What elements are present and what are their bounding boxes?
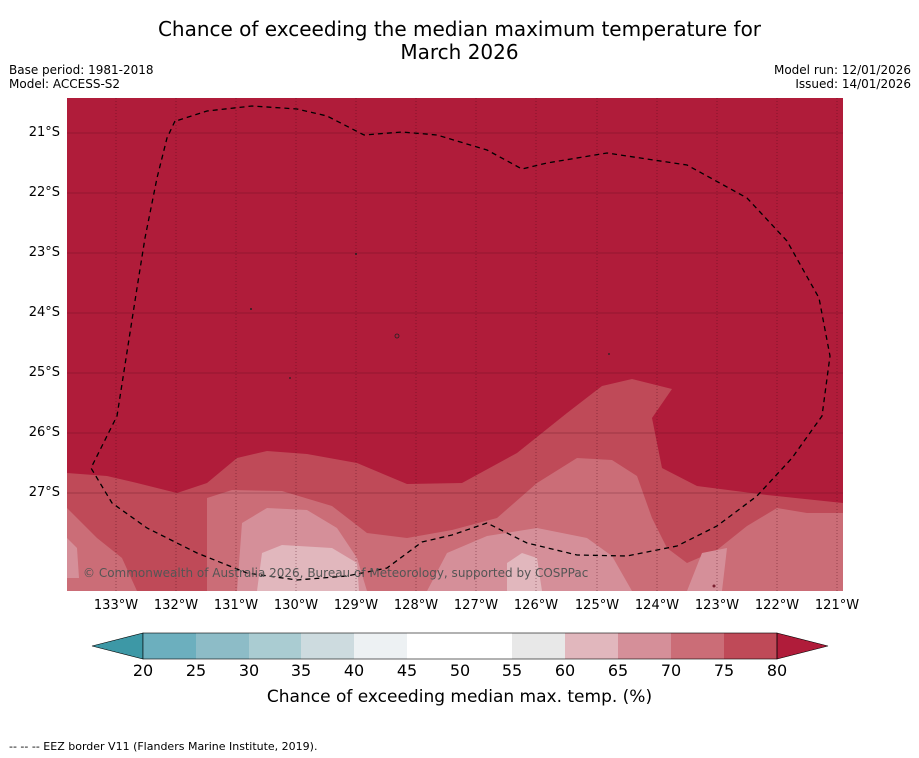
eez-footnote: -- -- -- EEZ border V11 (Flanders Marine… bbox=[9, 740, 318, 753]
lon-label-123W: 123°W bbox=[694, 598, 740, 613]
base-period: Base period: 1981-2018 bbox=[9, 63, 154, 77]
lon-label-126W: 126°W bbox=[513, 598, 559, 613]
title-line-1: Chance of exceeding the median maximum t… bbox=[157, 17, 762, 41]
colorbar-bin-55-60 bbox=[512, 633, 565, 659]
island-3 bbox=[394, 333, 400, 339]
run-info: Model run: 12/01/2026 Issued: 14/01/2026 bbox=[774, 63, 911, 91]
map-title: Chance of exceeding the median maximum t… bbox=[0, 18, 919, 64]
lon-label-129W: 129°W bbox=[333, 598, 379, 613]
colorbar-tick-25: 25 bbox=[185, 661, 207, 680]
probability-area-60-65 bbox=[257, 545, 542, 591]
colorbar-tick-60: 60 bbox=[554, 661, 576, 680]
colorbar bbox=[91, 632, 829, 660]
title-line-2: March 2026 bbox=[400, 40, 519, 64]
lat-label-24S: 24°S bbox=[28, 305, 60, 320]
lon-label-127W: 127°W bbox=[453, 598, 499, 613]
lon-label-128W: 128°W bbox=[393, 598, 439, 613]
graticule bbox=[67, 132, 843, 494]
colorbar-bin-30-35 bbox=[249, 633, 301, 659]
colorbar-label: Chance of exceeding median max. temp. (%… bbox=[266, 687, 653, 707]
issued-date: Issued: 14/01/2026 bbox=[795, 77, 911, 91]
eez-border bbox=[90, 105, 831, 581]
forecast-map bbox=[67, 98, 843, 591]
colorbar-bin-75-80 bbox=[724, 633, 777, 659]
colorbar-tick-75: 75 bbox=[713, 661, 735, 680]
lon-label-122W: 122°W bbox=[754, 598, 800, 613]
colorbar-tick-40: 40 bbox=[343, 661, 365, 680]
colorbar-tick-35: 35 bbox=[290, 661, 312, 680]
colorbar-bin-65-70 bbox=[618, 633, 671, 659]
lon-label-133W: 133°W bbox=[93, 598, 139, 613]
island-1 bbox=[355, 253, 357, 255]
copyright-notice: © Commonwealth of Australia 2026, Bureau… bbox=[83, 566, 589, 580]
lon-label-130W: 130°W bbox=[273, 598, 319, 613]
colorbar-extend-high bbox=[776, 632, 829, 660]
colorbar-bin-35-40 bbox=[301, 633, 354, 659]
island-4 bbox=[289, 377, 291, 379]
colorbar-tick-20: 20 bbox=[132, 661, 154, 680]
colorbar-tick-65: 65 bbox=[607, 661, 629, 680]
lon-label-131W: 131°W bbox=[213, 598, 259, 613]
island-6 bbox=[712, 584, 716, 588]
colorbar-tick-45: 45 bbox=[396, 661, 418, 680]
lat-label-21S: 21°S bbox=[28, 125, 60, 140]
colorbar-bin-60-65 bbox=[565, 633, 618, 659]
lon-label-121W: 121°W bbox=[814, 598, 860, 613]
colorbar-tick-30: 30 bbox=[238, 661, 260, 680]
meridians bbox=[115, 98, 838, 591]
colorbar-bin-45-50 bbox=[407, 633, 460, 659]
colorbar-tick-50: 50 bbox=[449, 661, 471, 680]
colorbar-tick-70: 70 bbox=[660, 661, 682, 680]
island-2 bbox=[250, 308, 252, 310]
lon-label-125W: 125°W bbox=[574, 598, 620, 613]
lat-label-26S: 26°S bbox=[28, 425, 60, 440]
island-5 bbox=[608, 353, 610, 355]
lat-label-22S: 22°S bbox=[28, 185, 60, 200]
probability-area-65-70 bbox=[67, 508, 727, 591]
colorbar-tick-80: 80 bbox=[766, 661, 788, 680]
colorbar-bin-40-45 bbox=[354, 633, 407, 659]
colorbar-bin-20-25 bbox=[143, 633, 196, 659]
colorbar-bin-70-75 bbox=[671, 633, 724, 659]
colorbar-bin-25-30 bbox=[196, 633, 249, 659]
lat-label-23S: 23°S bbox=[28, 245, 60, 260]
lat-label-25S: 25°S bbox=[28, 365, 60, 380]
colorbar-bin-50-55 bbox=[460, 633, 512, 659]
model-run: Model run: 12/01/2026 bbox=[773, 63, 911, 77]
lon-label-124W: 124°W bbox=[634, 598, 680, 613]
colorbar-extend-low bbox=[91, 632, 144, 660]
lon-label-132W: 132°W bbox=[153, 598, 199, 613]
base-info: Base period: 1981-2018 Model: ACCESS-S2 bbox=[9, 63, 154, 91]
colorbar-frame bbox=[142, 632, 778, 660]
islands bbox=[250, 253, 716, 588]
lat-label-27S: 27°S bbox=[28, 485, 60, 500]
model-name: Model: ACCESS-S2 bbox=[9, 77, 121, 91]
colorbar-tick-55: 55 bbox=[501, 661, 523, 680]
